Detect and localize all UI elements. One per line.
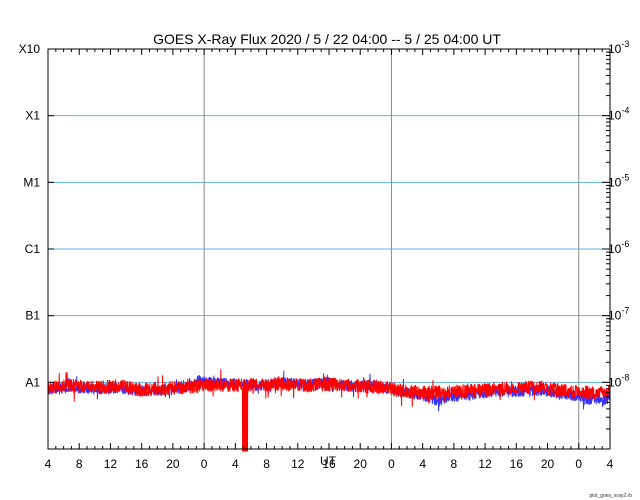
flare-class-axis: X10 X1 M1 C1 B1 A1 (19, 42, 54, 389)
x-tick-label-2: 12 (104, 457, 118, 471)
x-tick-label-8: 12 (291, 457, 305, 471)
class-label-3: C1 (25, 242, 41, 256)
x-tick-label-14: 12 (478, 457, 492, 471)
class-label-1: X1 (25, 109, 40, 123)
x-tick-label-3: 16 (135, 457, 149, 471)
x-tick-label-5: 0 (201, 457, 208, 471)
x-tick-label-4: 20 (166, 457, 180, 471)
x-tick-label-1: 8 (76, 457, 83, 471)
series-line-1 (47, 369, 611, 452)
x-tick-label-9: 16 (322, 457, 336, 471)
flare-class-gridlines (48, 115, 610, 383)
class-label-2: M1 (23, 175, 40, 189)
x-tick-label-18: 4 (607, 457, 614, 471)
flux-label-0: 10-3 (608, 39, 629, 56)
x-tick-label-10: 20 (354, 457, 368, 471)
x-tick-label-15: 16 (510, 457, 524, 471)
flux-label-4: 10-7 (608, 306, 629, 323)
class-label-4: B1 (25, 309, 40, 323)
flux-label-2: 10-5 (608, 172, 629, 189)
flux-label-1: 10-4 (608, 106, 629, 123)
x-tick-label-6: 4 (232, 457, 239, 471)
x-axis-title: UT (320, 454, 337, 468)
x-tick-label-7: 8 (263, 457, 270, 471)
flux-label-5: 10-8 (608, 372, 629, 389)
flux-series (47, 369, 611, 452)
x-tick-label-0: 4 (45, 457, 52, 471)
class-label-0: X10 (19, 42, 41, 56)
x-tick-label-16: 20 (541, 457, 555, 471)
class-label-5: A1 (25, 375, 40, 389)
x-tick-label-12: 4 (419, 457, 426, 471)
flux-label-3: 10-6 (608, 239, 629, 256)
flux-axis: 10-3 10-4 10-5 10-6 10-7 10-8 (602, 39, 629, 450)
x-axis-ticks: 4 8 12 16 20 0 4 8 12 16 20 0 4 8 12 16 20 0 4 (45, 49, 614, 471)
x-tick-label-13: 8 (451, 457, 458, 471)
x-tick-label-17: 0 (575, 457, 582, 471)
plot-credit: plot_goes_xray2.rb (589, 493, 632, 499)
x-tick-label-11: 0 (388, 457, 395, 471)
chart-title: GOES X-Ray Flux 2020 / 5 / 22 04:00 -- 5… (153, 31, 501, 47)
